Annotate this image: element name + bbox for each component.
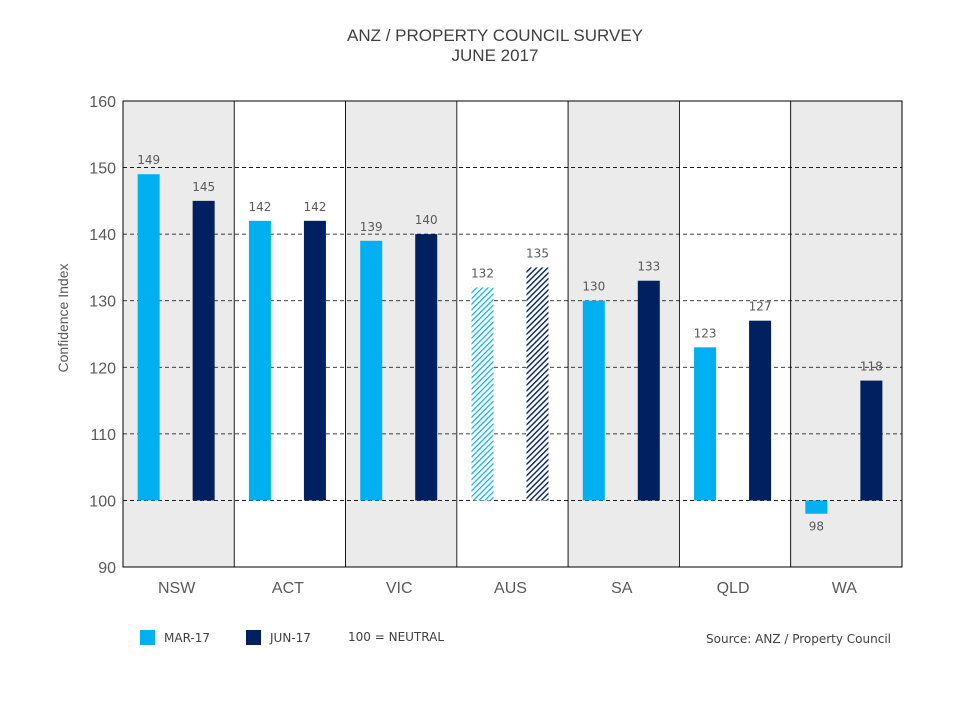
y-tick-140: 140 bbox=[89, 227, 116, 244]
x-tick-sa: SA bbox=[611, 580, 633, 597]
y-tick-110: 110 bbox=[90, 427, 116, 444]
legend-item-mar: MAR-17 bbox=[140, 630, 210, 645]
data-label-mar-17-aus: 132 bbox=[471, 266, 494, 280]
bar-jun-17-sa bbox=[637, 280, 660, 501]
x-tick-labels: NSW ACT VIC AUS SA QLD WA bbox=[158, 580, 857, 597]
x-tick-nsw: NSW bbox=[158, 580, 196, 597]
data-label-mar-17-act: 142 bbox=[248, 200, 271, 214]
data-label-jun-17-act: 142 bbox=[303, 200, 326, 214]
chart-title-line2: JUNE 2017 bbox=[451, 46, 539, 65]
bar-jun-17-wa bbox=[860, 380, 883, 501]
legend-swatch-jun bbox=[246, 630, 261, 645]
bar-mar-17-act bbox=[248, 220, 271, 501]
data-label-mar-17-qld: 123 bbox=[694, 326, 717, 340]
bar-jun-17-vic bbox=[415, 234, 438, 501]
y-tick-130: 130 bbox=[89, 294, 116, 311]
data-label-jun-17-vic: 140 bbox=[415, 213, 438, 227]
bar-jun-17-aus bbox=[526, 267, 549, 501]
data-label-jun-17-wa: 118 bbox=[860, 360, 883, 374]
y-tick-120: 120 bbox=[89, 360, 116, 377]
x-tick-qld: QLD bbox=[717, 580, 750, 597]
y-tick-100: 100 bbox=[89, 493, 116, 510]
legend-label-mar: MAR-17 bbox=[164, 630, 211, 645]
data-label-mar-17-vic: 139 bbox=[360, 220, 383, 234]
bar-mar-17-qld bbox=[694, 347, 717, 501]
bar-mar-17-aus bbox=[471, 287, 494, 501]
data-labels: 149 142 139 132 130 123 98 145 142 140 135 133 127 11… bbox=[137, 153, 883, 534]
bar-mar-17-vic bbox=[360, 240, 383, 501]
legend-swatch-mar bbox=[140, 630, 155, 645]
category-bands bbox=[122, 100, 903, 568]
chart-title-line1: ANZ / PROPERTY COUNCIL SURVEY bbox=[347, 26, 643, 45]
data-label-mar-17-wa: 98 bbox=[809, 520, 824, 534]
band-wa bbox=[790, 100, 903, 568]
y-tick-90: 90 bbox=[98, 560, 116, 577]
legend-label-jun: JUN-17 bbox=[270, 630, 311, 645]
chart-title: ANZ / PROPERTY COUNCIL SURVEY JUNE 2017 bbox=[0, 26, 960, 66]
data-label-mar-17-nsw: 149 bbox=[137, 153, 160, 167]
x-tick-aus: AUS bbox=[494, 580, 527, 597]
data-label-mar-17-sa: 130 bbox=[582, 280, 605, 294]
y-tick-150: 150 bbox=[89, 161, 116, 178]
legend-item-jun: JUN-17 bbox=[246, 630, 311, 645]
plot-frame bbox=[122, 100, 903, 568]
x-tick-vic: VIC bbox=[386, 580, 413, 597]
x-tick-act: ACT bbox=[272, 580, 304, 597]
bar-jun-17-nsw bbox=[192, 200, 215, 501]
data-label-jun-17-aus: 135 bbox=[526, 246, 549, 260]
source-note: Source: ANZ / Property Council bbox=[706, 632, 891, 646]
y-tick-160: 160 bbox=[89, 94, 116, 111]
y-tick-labels: 90 100 110 120 130 140 150 160 bbox=[89, 94, 116, 577]
bar-jun-17-act bbox=[303, 220, 326, 501]
data-label-jun-17-sa: 133 bbox=[637, 260, 660, 274]
bar-mar-17-nsw bbox=[137, 174, 160, 501]
bar-jun-17-qld bbox=[749, 320, 772, 501]
legend-label-neutral: 100 = NEUTRAL bbox=[348, 630, 445, 644]
bars bbox=[137, 174, 883, 514]
bar-mar-17-sa bbox=[582, 300, 605, 501]
data-label-jun-17-qld: 127 bbox=[749, 300, 772, 314]
legend-item-neutral: 100 = NEUTRAL bbox=[348, 630, 444, 644]
data-label-jun-17-nsw: 145 bbox=[192, 180, 215, 194]
bar-mar-17-wa bbox=[805, 500, 828, 514]
y-axis-label: Confidence Index bbox=[55, 264, 71, 373]
x-tick-wa: WA bbox=[832, 580, 858, 597]
